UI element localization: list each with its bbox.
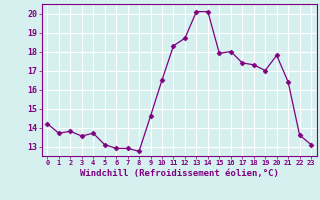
X-axis label: Windchill (Refroidissement éolien,°C): Windchill (Refroidissement éolien,°C): [80, 169, 279, 178]
